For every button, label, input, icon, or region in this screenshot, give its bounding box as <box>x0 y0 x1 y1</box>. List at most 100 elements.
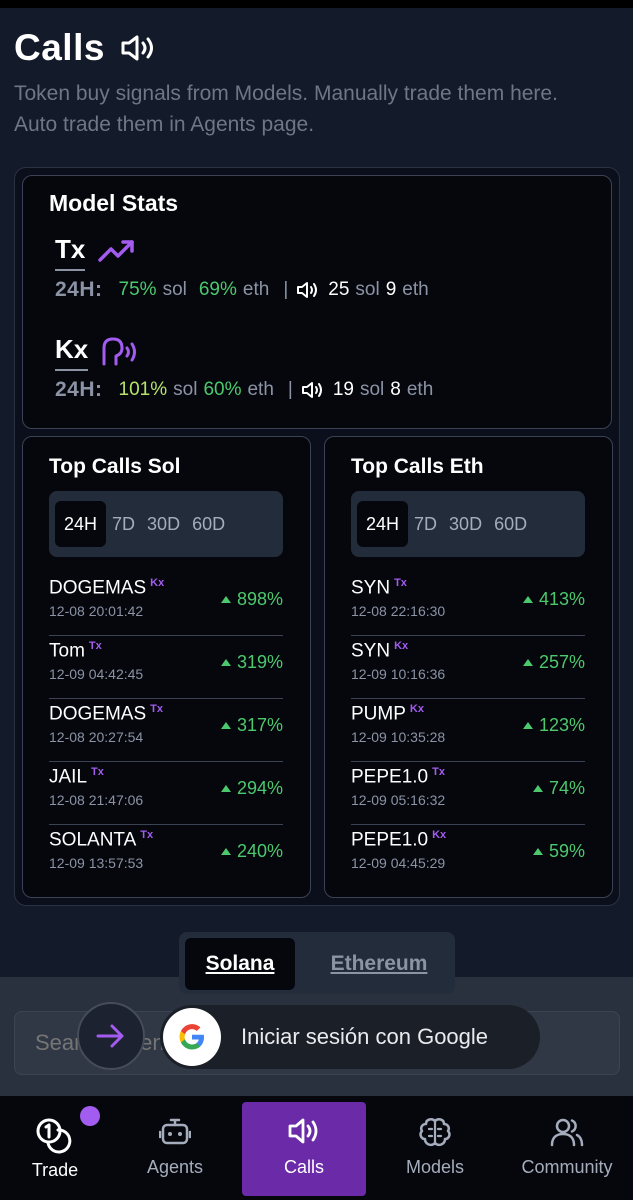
model-tag: Kx <box>432 829 447 841</box>
tx-sol-calls-count: 25 <box>328 279 350 300</box>
nav-label: Trade <box>31 1160 79 1180</box>
list-item[interactable]: JAIL Tx 12-08 21:47:06 294% <box>49 762 283 825</box>
list-item[interactable]: PUMP Kx 12-09 10:35:28 123% <box>351 699 585 762</box>
up-arrow-icon <box>522 596 533 603</box>
call-time: 12-09 13:57:53 <box>49 855 144 871</box>
model-tag: Tx <box>91 766 104 778</box>
arrow-right-icon <box>96 1024 124 1048</box>
chain-tab-ethereum[interactable]: Ethereum <box>330 952 428 975</box>
top-calls-sol-card: Top Calls Sol 24H 7D 30D 60D DOGEMAS Kx 1… <box>22 436 311 898</box>
tx-eth-calls-count: 9 <box>385 279 397 300</box>
gain-percent: 413% <box>538 589 585 609</box>
model-tag: Tx <box>150 703 163 715</box>
notification-dot <box>80 1106 100 1126</box>
up-arrow-icon <box>220 722 231 729</box>
tx-sol-winrate: 75% <box>118 279 157 300</box>
list-item[interactable]: SYN Kx 12-09 10:16:36 257% <box>351 636 585 699</box>
gain-percent: 74% <box>548 778 585 798</box>
period-tabs-eth: 24H 7D 30D 60D <box>351 491 585 557</box>
gain-percent: 123% <box>538 715 585 735</box>
up-arrow-icon <box>220 785 231 792</box>
chain-tab-solana[interactable]: Solana <box>185 938 295 990</box>
model-tag: Kx <box>150 577 165 589</box>
speaker-icon <box>301 382 322 398</box>
call-time: 12-08 20:01:42 <box>49 603 144 619</box>
model-name-kx[interactable]: Kx <box>55 334 89 371</box>
gain-percent: 59% <box>548 841 585 861</box>
model-name-tx[interactable]: Tx <box>55 234 86 271</box>
list-item[interactable]: DOGEMAS Tx 12-08 20:27:54 317% <box>49 699 283 762</box>
kx-eth-winrate: 60% <box>203 379 242 400</box>
continue-button[interactable] <box>77 1002 145 1070</box>
gain-percent: 898% <box>236 589 283 609</box>
list-item[interactable]: DOGEMAS Kx 12-08 20:01:42 898% <box>49 573 283 636</box>
tab-24h[interactable]: 24H <box>55 501 107 547</box>
speaker-icon <box>121 35 153 61</box>
nav-models[interactable]: Models <box>380 1096 490 1200</box>
tx-eth-winrate: 69% <box>198 279 237 300</box>
model-stats-title: Model Stats <box>49 190 179 216</box>
chain-toggle: Solana Ethereum <box>179 932 455 994</box>
top-calls-eth-list: SYN Tx 12-08 22:16:30 413% SYN Kx 12-09 10… <box>351 573 585 888</box>
bot-icon <box>159 1118 191 1145</box>
tab-60d[interactable]: 60D <box>192 513 226 534</box>
token-name: SOLANTA <box>49 829 137 851</box>
model-tag: Kx <box>394 640 409 652</box>
nav-community[interactable]: Community <box>508 1096 626 1200</box>
kx-sol-calls-count: 19 <box>332 379 354 400</box>
tab-24h[interactable]: 24H <box>357 501 409 547</box>
call-time: 12-09 10:35:28 <box>351 729 446 745</box>
up-arrow-icon <box>522 659 533 666</box>
up-arrow-icon <box>522 722 533 729</box>
list-item[interactable]: SOLANTA Tx 12-09 13:57:53 240% <box>49 825 283 888</box>
model-tag: Tx <box>432 766 445 778</box>
token-name: PEPE1.0 <box>351 829 429 851</box>
nav-label: Agents <box>146 1157 204 1177</box>
nav-trade[interactable]: Trade <box>0 1096 110 1200</box>
token-name: JAIL <box>49 766 88 788</box>
up-arrow-icon <box>532 785 543 792</box>
tab-30d[interactable]: 30D <box>147 513 181 534</box>
call-time: 12-08 21:47:06 <box>49 792 144 808</box>
token-name: Tom <box>49 640 85 662</box>
up-arrow-icon <box>532 848 543 855</box>
call-time: 12-09 05:16:32 <box>351 792 446 808</box>
top-calls-eth-title: Top Calls Eth <box>351 455 484 478</box>
gain-percent: 317% <box>236 715 283 735</box>
google-signin-button[interactable]: Iniciar sesión con Google <box>160 1005 540 1069</box>
nav-calls[interactable]: Calls <box>242 1102 366 1196</box>
tab-7d[interactable]: 7D <box>112 513 136 534</box>
page-header: Calls Token buy signals from Models. Man… <box>14 27 624 140</box>
model-kx-24h-line: 24H: 101% sol 60% eth | 19 sol 8 eth <box>55 378 434 401</box>
speaker-icon <box>288 1118 318 1144</box>
model-tx-24h-line: 24H: 75% sol 69% eth | 25 sol 9 eth <box>55 278 429 301</box>
tab-7d[interactable]: 7D <box>414 513 438 534</box>
speaker-icon <box>297 282 318 298</box>
nav-label: Calls <box>283 1157 324 1177</box>
status-bar <box>0 0 633 8</box>
list-item[interactable]: PEPE1.0 Kx 12-09 04:45:29 59% <box>351 825 585 888</box>
tab-30d[interactable]: 30D <box>449 513 483 534</box>
nav-agents[interactable]: Agents <box>120 1096 230 1200</box>
top-calls-sol-list: DOGEMAS Kx 12-08 20:01:42 898% Tom Tx 12-0… <box>49 573 283 888</box>
model-tag: Tx <box>394 577 407 589</box>
up-arrow-icon <box>220 848 231 855</box>
google-logo-icon <box>163 1008 221 1066</box>
model-tx-stats: Tx 24H: 75% sol 69% eth | 25 sol 9 eth <box>55 232 429 302</box>
list-item[interactable]: SYN Tx 12-08 22:16:30 413% <box>351 573 585 636</box>
trending-up-icon <box>98 240 135 262</box>
period-tabs-sol: 24H 7D 30D 60D <box>49 491 283 557</box>
call-time: 12-09 10:16:36 <box>351 666 446 682</box>
up-arrow-icon <box>220 596 231 603</box>
list-item[interactable]: Tom Tx 12-09 04:42:45 319% <box>49 636 283 699</box>
token-name: DOGEMAS <box>49 703 147 725</box>
kx-sol-winrate: 101% <box>118 379 168 400</box>
model-stats-card: Model Stats Tx 24H: 75% sol 69% eth | 25… <box>22 175 612 429</box>
call-time: 12-08 22:16:30 <box>351 603 446 619</box>
model-tag: Tx <box>140 829 154 841</box>
page-title: Calls <box>14 27 105 68</box>
token-name: DOGEMAS <box>49 577 147 599</box>
tab-60d[interactable]: 60D <box>494 513 528 534</box>
page-subtitle: Token buy signals from Models. Manually … <box>14 82 558 136</box>
list-item[interactable]: PEPE1.0 Tx 12-09 05:16:32 74% <box>351 762 585 825</box>
